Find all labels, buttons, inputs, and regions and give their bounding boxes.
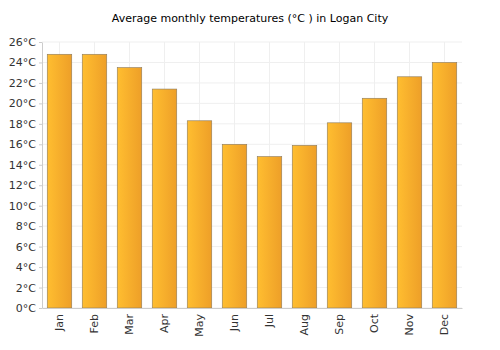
x-tick: Oct: [368, 308, 381, 333]
x-tick: Jun: [228, 308, 241, 332]
y-tick: 8°C: [16, 220, 42, 233]
y-axis: 0°C 2°C 4°C 6°C 8°C 10°C 12°C 14°C 16°C 18°C 20°C 2…: [9, 36, 43, 315]
title: Average monthly temperatures (°C ) in Lo…: [112, 12, 389, 25]
x-tick: Aug: [298, 308, 311, 335]
bar: [117, 68, 142, 308]
y-tick-label: 6°C: [16, 241, 36, 254]
y-tick-mark: [39, 103, 42, 104]
x-tick: Sep: [333, 308, 346, 335]
y-tick: 10°C: [9, 200, 42, 213]
y-tick-label: 16°C: [9, 138, 36, 151]
y-tick: 18°C: [9, 118, 42, 131]
x-tick-label: Apr: [158, 314, 171, 334]
x-tick: Mar: [123, 308, 136, 335]
bar: [432, 62, 457, 308]
y-tick-label: 22°C: [9, 77, 36, 90]
y-tick-mark: [39, 83, 42, 84]
y-tick-mark: [39, 226, 42, 227]
bar: [327, 123, 352, 308]
y-tick-mark: [39, 144, 42, 145]
y-grid-line: [42, 42, 462, 43]
bars: [47, 54, 457, 308]
y-tick: 20°C: [9, 97, 42, 110]
x-tick-label: May: [193, 314, 206, 337]
x-tick: Jan: [53, 308, 66, 332]
x-tick-label: Jan: [53, 314, 66, 332]
y-tick-label: 24°C: [9, 56, 36, 69]
x-tick-label: Nov: [403, 314, 416, 336]
x-tick-label: Jun: [228, 314, 241, 332]
x-tick: Feb: [88, 308, 101, 333]
chart: Average monthly temperatures (°C ) in Lo…: [0, 0, 500, 350]
y-tick: 4°C: [16, 261, 42, 274]
x-tick: Dec: [438, 308, 451, 335]
grid: [42, 42, 462, 308]
x-tick-label: Sep: [333, 314, 346, 335]
y-tick: 24°C: [9, 56, 42, 69]
y-tick-label: 4°C: [16, 261, 36, 274]
y-tick: 16°C: [9, 138, 42, 151]
x-tick-label: Oct: [368, 313, 381, 333]
bar: [222, 144, 247, 308]
y-tick: 0°C: [16, 302, 42, 315]
y-tick-label: 2°C: [16, 282, 36, 295]
y-tick-mark: [39, 288, 42, 289]
y-tick-mark: [39, 247, 42, 248]
x-tick: May: [193, 308, 206, 337]
x-tick: Apr: [158, 308, 171, 333]
y-tick-mark: [39, 124, 42, 125]
x-tick: Nov: [403, 308, 416, 335]
bar: [82, 54, 107, 308]
x-tick: Jul: [263, 308, 276, 328]
x-tick-label: Dec: [438, 314, 451, 335]
y-tick-mark: [39, 308, 42, 309]
y-tick-label: 20°C: [9, 97, 36, 110]
chart-container: Average monthly temperatures (°C ) in Lo…: [0, 0, 500, 350]
plot: 0°C 2°C 4°C 6°C 8°C 10°C 12°C 14°C 16°C 18°C 20°C 2…: [9, 36, 463, 337]
y-tick: 26°C: [9, 36, 42, 49]
x-tick-label: Feb: [88, 314, 101, 333]
y-tick-label: 26°C: [9, 36, 36, 49]
y-tick: 12°C: [9, 179, 42, 192]
bar: [187, 121, 212, 308]
y-tick-label: 0°C: [16, 302, 36, 315]
bar: [257, 157, 282, 308]
y-tick-label: 14°C: [9, 159, 36, 172]
y-tick-label: 12°C: [9, 179, 36, 192]
bar: [47, 54, 72, 308]
y-tick-mark: [39, 267, 42, 268]
x-axis: Jan Feb Mar Apr May Jun Jul Aug Sep Oct Nov Dec: [43, 308, 463, 337]
x-tick-label: Aug: [298, 314, 311, 335]
y-tick-mark: [39, 206, 42, 207]
y-tick: 6°C: [16, 241, 42, 254]
y-tick-mark: [39, 165, 42, 166]
y-tick-label: 18°C: [9, 118, 36, 131]
bar: [152, 89, 177, 308]
y-tick-mark: [39, 62, 42, 63]
y-tick-label: 8°C: [16, 220, 36, 233]
y-tick: 2°C: [16, 282, 42, 295]
y-axis-line: [42, 43, 43, 309]
x-tick-label: Jul: [263, 314, 276, 328]
y-tick-mark: [39, 185, 42, 186]
bar: [292, 145, 317, 308]
bar: [397, 77, 422, 308]
y-tick: 22°C: [9, 77, 42, 90]
y-tick-label: 10°C: [9, 200, 36, 213]
y-tick: 14°C: [9, 159, 42, 172]
y-tick-mark: [39, 42, 42, 43]
x-axis-line: [43, 308, 463, 309]
bar: [362, 98, 387, 308]
x-tick-label: Mar: [123, 314, 136, 335]
